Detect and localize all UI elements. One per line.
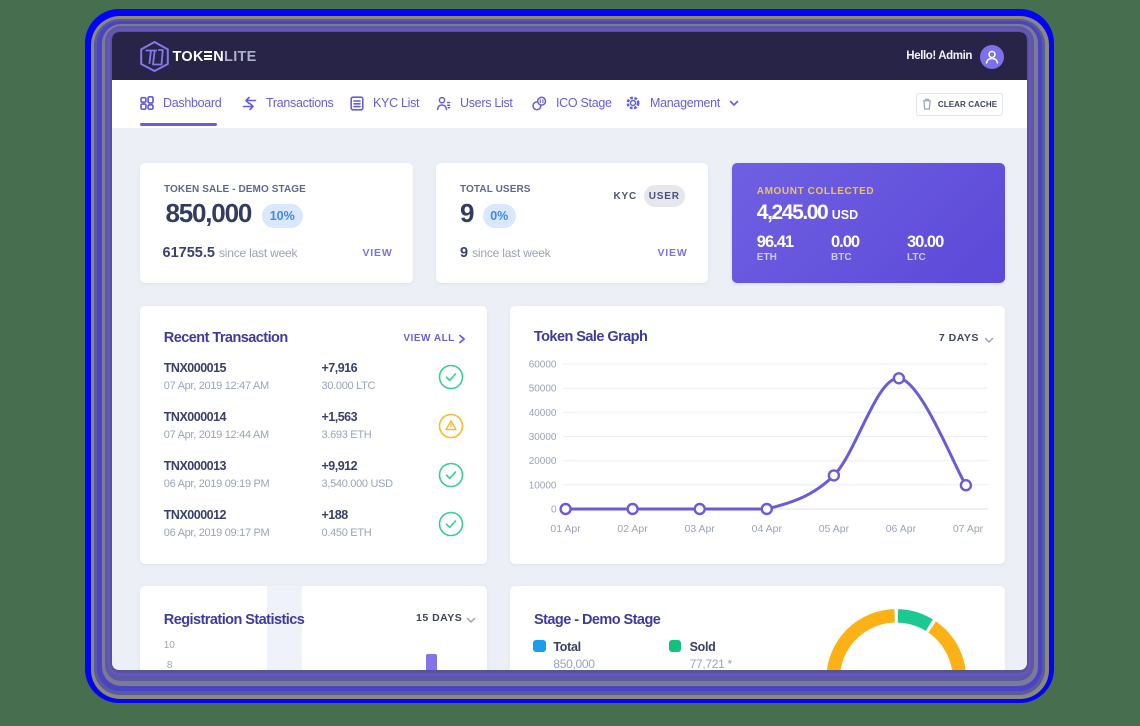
svg-text:02 Apr: 02 Apr [617,523,648,535]
svg-text:03 Apr: 03 Apr [684,523,715,535]
svg-text:60000: 60000 [529,360,557,371]
svg-text:04 Apr: 04 Apr [752,523,783,535]
svg-text:01 Apr: 01 Apr [550,523,581,535]
svg-text:30000: 30000 [529,432,557,443]
svg-text:20000: 20000 [529,456,557,467]
svg-text:10000: 10000 [529,480,557,491]
svg-text:40000: 40000 [529,408,557,419]
svg-text:0: 0 [551,505,557,516]
svg-text:07 Apr: 07 Apr [953,523,984,535]
svg-text:06 Apr: 06 Apr [886,523,917,535]
svg-text:05 Apr: 05 Apr [819,523,850,535]
svg-text:50000: 50000 [529,384,557,395]
